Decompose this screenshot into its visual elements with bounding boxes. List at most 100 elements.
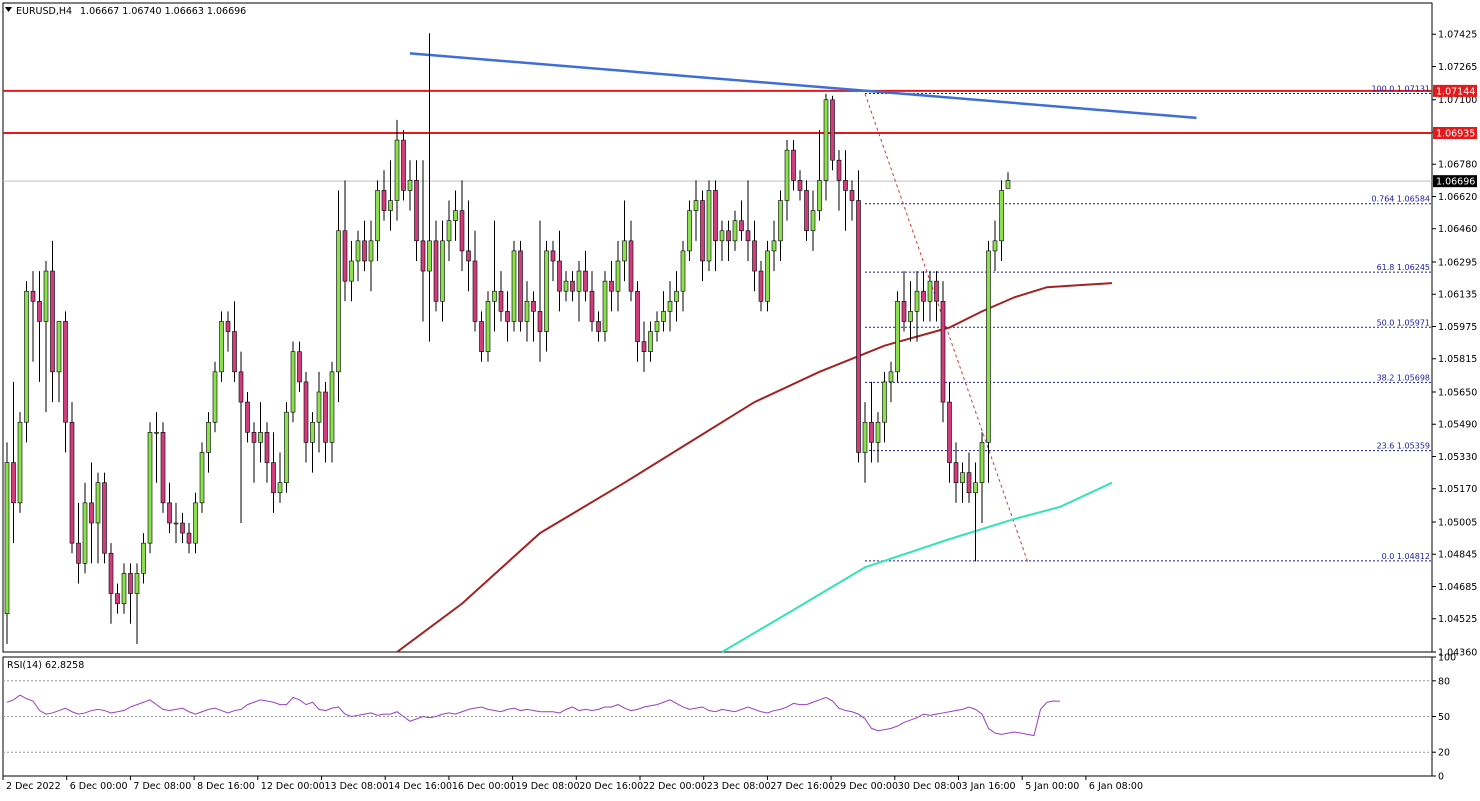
candle — [674, 271, 679, 322]
candle — [290, 341, 296, 423]
candle — [706, 180, 712, 272]
candle — [563, 271, 569, 302]
candle — [849, 180, 855, 221]
candle-body — [739, 220, 744, 232]
candle-body — [791, 149, 796, 181]
candle — [297, 341, 302, 392]
candle — [420, 160, 426, 322]
price-tick-label: 1.07100 — [1438, 95, 1477, 106]
rsi-tick-label: 80 — [1438, 676, 1450, 687]
candle — [524, 281, 530, 342]
price-tick-label: 1.05490 — [1438, 420, 1477, 431]
candle — [63, 311, 68, 453]
candle — [947, 381, 952, 483]
candle-body — [310, 421, 315, 443]
candle-body — [238, 371, 244, 403]
time-tick-label: 27 Dec 16:00 — [770, 781, 834, 792]
candle — [797, 170, 803, 201]
candle — [349, 240, 354, 302]
candle-body — [329, 371, 335, 443]
candle — [732, 210, 738, 251]
candle-body — [245, 401, 250, 433]
candle-body — [661, 311, 666, 322]
candle-body — [518, 250, 523, 322]
candle-body — [505, 311, 510, 322]
candle — [258, 402, 263, 463]
candle — [134, 563, 140, 644]
candle — [466, 200, 471, 292]
candle-body — [355, 240, 361, 262]
candle-body — [394, 139, 400, 201]
candle — [986, 240, 991, 483]
candle — [992, 220, 998, 272]
candle-body — [966, 472, 972, 494]
current-price-tag-label: 1.06696 — [1436, 177, 1475, 188]
candle — [225, 311, 231, 352]
candle-body — [563, 280, 569, 292]
candle-body — [362, 240, 367, 262]
rsi-title: RSI(14) 62.8258 — [7, 660, 84, 671]
candle — [24, 281, 29, 443]
candle-body — [492, 290, 497, 302]
candle-body — [134, 573, 140, 594]
candle — [570, 271, 575, 302]
candle — [550, 240, 556, 282]
time-tick-label: 19 Dec 08:00 — [516, 781, 580, 792]
candle-body — [43, 270, 49, 322]
candle — [583, 250, 588, 302]
time-tick-label: 30 Dec 08:00 — [898, 781, 962, 792]
candle — [264, 422, 270, 483]
candle-body — [934, 280, 939, 302]
candle — [219, 311, 224, 382]
candle-body — [336, 230, 341, 373]
candle — [966, 452, 972, 503]
candle — [446, 200, 452, 261]
candle — [388, 160, 393, 231]
candle-body — [199, 452, 205, 504]
candle-body — [778, 200, 783, 242]
candle — [771, 220, 777, 272]
candle-body — [596, 321, 601, 332]
candle — [154, 412, 159, 483]
time-tick-label: 2 Dec 2022 — [6, 781, 61, 792]
candle — [206, 412, 211, 473]
candle-body — [30, 290, 36, 302]
price-tick-label: 1.07425 — [1438, 30, 1477, 41]
price-tick-label: 1.05815 — [1438, 354, 1477, 365]
candle-body — [37, 300, 42, 322]
candle-body — [50, 270, 55, 373]
candle-body — [121, 573, 127, 604]
candle — [927, 271, 933, 322]
time-tick-label: 22 Dec 00:00 — [643, 781, 707, 792]
candle — [212, 361, 218, 433]
candle-body — [960, 472, 965, 483]
candle-body — [622, 240, 627, 262]
candle — [108, 543, 114, 624]
candle — [934, 271, 939, 322]
candle-body — [674, 290, 679, 302]
candle-body — [810, 210, 816, 232]
candle-body — [700, 200, 705, 262]
candle — [375, 180, 380, 261]
rsi-line — [6, 694, 1061, 737]
candle — [76, 502, 81, 584]
price-tick-label: 1.05330 — [1438, 452, 1477, 463]
candle — [355, 230, 361, 282]
candle-body — [466, 250, 471, 262]
candle — [323, 381, 328, 463]
price-tick-label: 1.06460 — [1438, 224, 1477, 235]
price-tick-label: 1.04685 — [1438, 582, 1477, 593]
candle — [381, 170, 387, 221]
candle — [440, 220, 445, 322]
candle — [505, 291, 510, 342]
candle-body — [635, 290, 640, 342]
candle-body — [921, 290, 926, 302]
caret-down-icon[interactable] — [5, 7, 12, 12]
moving-average-100 — [396, 282, 1113, 653]
candle-body — [537, 311, 543, 332]
candle — [186, 523, 192, 554]
candle — [128, 563, 133, 624]
candle — [804, 180, 809, 241]
candle-body — [258, 432, 263, 443]
price-tick-label: 1.05005 — [1438, 517, 1477, 528]
